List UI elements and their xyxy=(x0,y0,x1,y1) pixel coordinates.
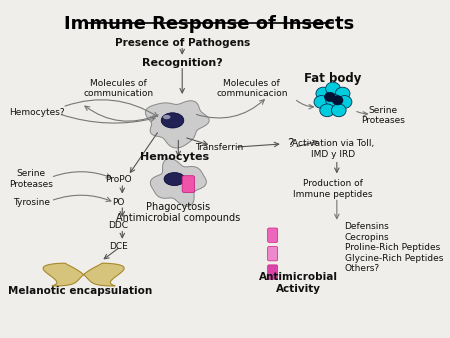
Ellipse shape xyxy=(164,172,185,186)
Text: DCE: DCE xyxy=(109,242,128,250)
Ellipse shape xyxy=(337,96,352,108)
Text: Antimicrobial
Activity: Antimicrobial Activity xyxy=(259,272,338,294)
Text: Production of
Immune peptides: Production of Immune peptides xyxy=(293,179,373,199)
Text: Melanotic encapsulation: Melanotic encapsulation xyxy=(8,286,152,296)
Ellipse shape xyxy=(324,92,335,102)
Ellipse shape xyxy=(326,82,340,95)
Ellipse shape xyxy=(314,96,328,108)
Text: Tyrosine: Tyrosine xyxy=(13,198,50,207)
FancyBboxPatch shape xyxy=(268,265,278,279)
FancyBboxPatch shape xyxy=(182,176,194,192)
Text: Recognition?: Recognition? xyxy=(142,58,223,68)
Ellipse shape xyxy=(316,87,331,100)
Ellipse shape xyxy=(320,104,334,117)
Ellipse shape xyxy=(332,96,343,105)
Text: Presence of Pathogens: Presence of Pathogens xyxy=(115,38,250,48)
Text: Molecules of
communication: Molecules of communication xyxy=(83,79,153,98)
Ellipse shape xyxy=(331,104,346,117)
Text: Activation via Toll,
IMD y IRD: Activation via Toll, IMD y IRD xyxy=(292,139,374,159)
Ellipse shape xyxy=(326,94,340,107)
Ellipse shape xyxy=(335,87,350,100)
Text: PO: PO xyxy=(112,198,125,207)
Text: Serine
Proteases: Serine Proteases xyxy=(9,169,54,189)
Text: Transferrin: Transferrin xyxy=(195,143,243,152)
Text: Fat body: Fat body xyxy=(304,72,362,85)
Ellipse shape xyxy=(161,113,184,128)
Text: Molecules of
communicacion: Molecules of communicacion xyxy=(216,79,288,98)
FancyBboxPatch shape xyxy=(268,246,278,261)
Text: Hemocytes?: Hemocytes? xyxy=(9,107,65,117)
Polygon shape xyxy=(150,159,207,206)
Text: ?: ? xyxy=(287,137,294,150)
Ellipse shape xyxy=(163,115,171,119)
FancyBboxPatch shape xyxy=(268,228,278,242)
Polygon shape xyxy=(145,101,209,148)
Text: Hemocytes: Hemocytes xyxy=(140,152,209,162)
Text: Immune Response of Insects: Immune Response of Insects xyxy=(64,15,355,33)
Text: Defensins
Cecropins
Proline-Rich Peptides
Glycine-Rich Peptides
Others?: Defensins Cecropins Proline-Rich Peptide… xyxy=(345,222,443,273)
Polygon shape xyxy=(43,263,124,286)
Text: Phagocytosis
Antimicrobial compounds: Phagocytosis Antimicrobial compounds xyxy=(116,202,240,223)
Text: ProPO: ProPO xyxy=(105,174,132,184)
Text: DDC: DDC xyxy=(108,221,128,231)
Text: Serine
Proteases: Serine Proteases xyxy=(361,106,405,125)
